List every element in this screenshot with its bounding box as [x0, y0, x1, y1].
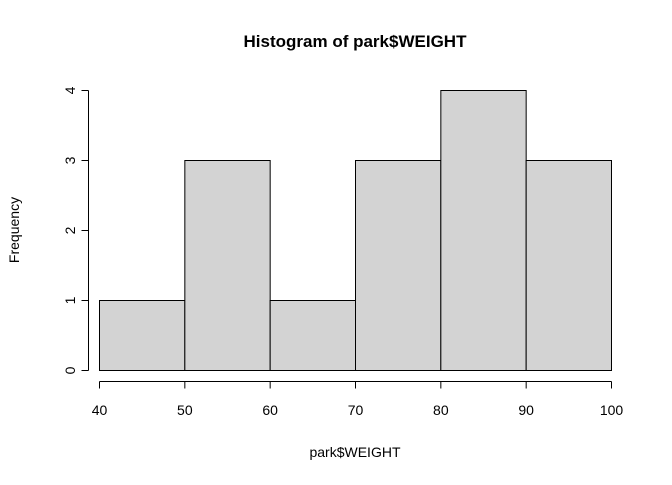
y-tick-label: 1: [62, 296, 78, 304]
y-axis: 0 1 2 3 4: [62, 86, 89, 374]
y-tick-label: 4: [62, 86, 78, 94]
x-tick-label: 60: [262, 402, 278, 418]
histogram-bar: [355, 160, 442, 371]
x-axis-label: park$WEIGHT: [309, 444, 400, 460]
y-tick-label: 0: [62, 366, 78, 374]
histogram-bar: [184, 160, 271, 371]
histogram-bar: [99, 300, 186, 371]
y-tick-label: 2: [62, 226, 78, 234]
histogram-bar: [269, 300, 356, 371]
chart-title: Histogram of park$WEIGHT: [244, 32, 468, 51]
histogram-bar: [440, 90, 527, 371]
bars-group: [99, 90, 613, 371]
x-tick-label: 70: [348, 402, 364, 418]
y-axis-label: Frequency: [6, 197, 22, 263]
x-tick-label: 90: [518, 402, 534, 418]
x-axis: 40 50 60 70 80 90 100: [92, 381, 624, 418]
x-tick-label: 50: [177, 402, 193, 418]
x-tick-label: 100: [600, 402, 624, 418]
x-tick-label: 40: [92, 402, 108, 418]
histogram-bar: [525, 160, 613, 371]
y-tick-label: 3: [62, 156, 78, 164]
x-tick-label: 80: [433, 402, 449, 418]
